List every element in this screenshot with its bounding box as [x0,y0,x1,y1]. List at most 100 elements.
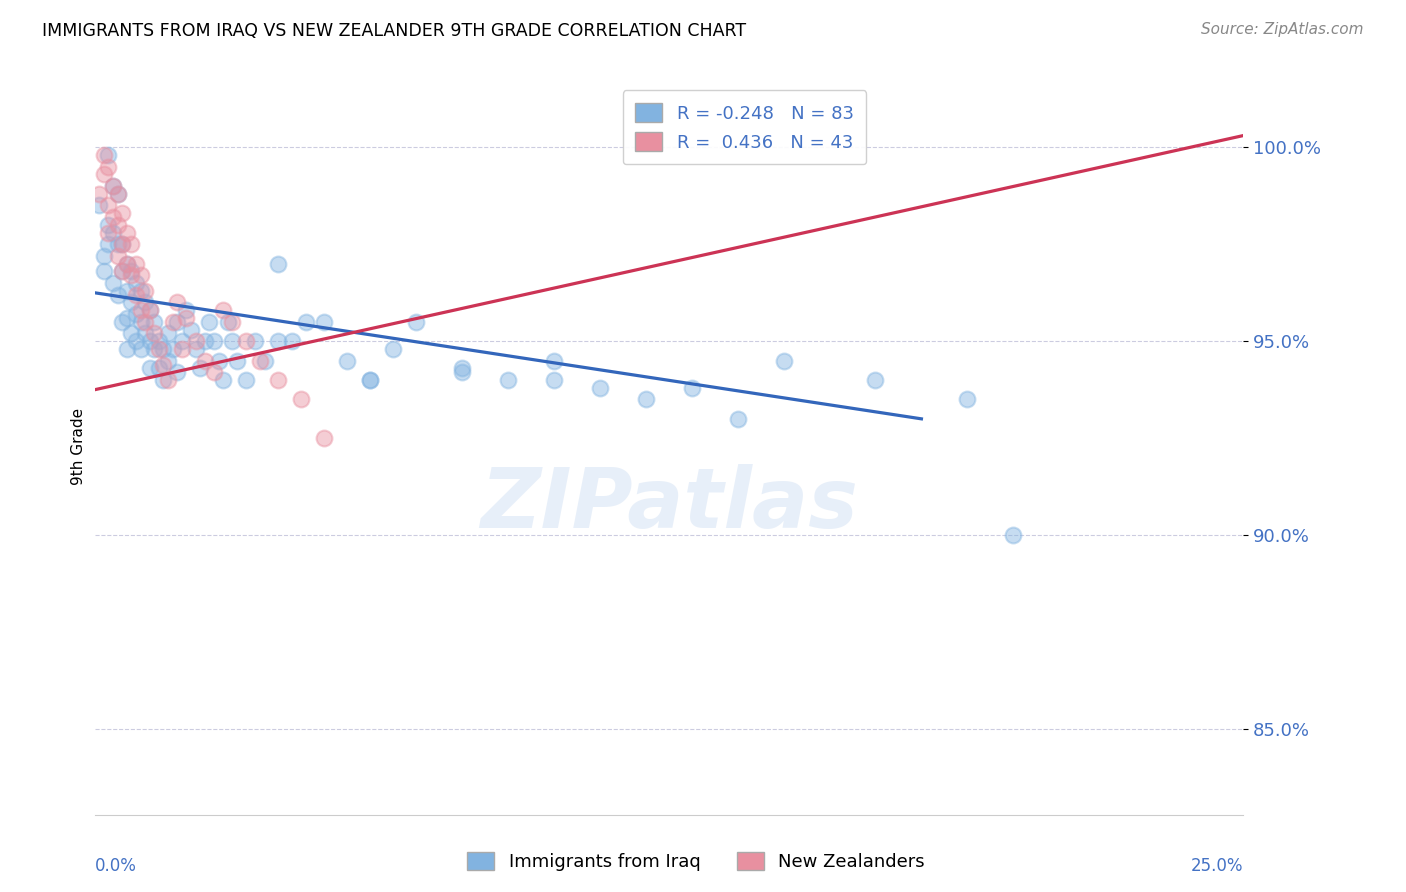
Point [143,326,166,341]
Point [451,365,474,379]
Point [134,315,156,329]
Point [727,412,749,426]
Point [207,353,229,368]
Point [129,315,152,329]
Point [148,361,170,376]
Point [188,361,211,376]
Point [235,373,257,387]
Point [170,334,193,349]
Point [212,373,235,387]
Point [166,365,188,379]
Point [235,334,257,349]
Point [295,315,318,329]
Point [152,342,174,356]
Text: ZIPatlas: ZIPatlas [479,465,858,546]
Point [249,353,271,368]
Y-axis label: 9th Grade: 9th Grade [72,408,86,484]
Point [120,326,142,341]
Point [267,373,290,387]
Point [267,257,290,271]
Point [202,365,225,379]
Point [125,334,148,349]
Point [120,237,142,252]
Point [93,249,115,263]
Point [382,342,405,356]
Point [176,303,198,318]
Point [314,315,336,329]
Point [157,326,180,341]
Point [281,334,304,349]
Point [89,198,111,212]
Text: IMMIGRANTS FROM IRAQ VS NEW ZEALANDER 9TH GRADE CORRELATION CHART: IMMIGRANTS FROM IRAQ VS NEW ZEALANDER 9T… [42,22,747,40]
Point [166,295,188,310]
Point [198,315,221,329]
Point [543,353,565,368]
Point [772,353,794,368]
Point [865,373,887,387]
Point [157,353,180,368]
Point [134,284,156,298]
Text: 25.0%: 25.0% [1191,857,1243,875]
Point [107,249,129,263]
Legend: Immigrants from Iraq, New Zealanders: Immigrants from Iraq, New Zealanders [460,845,932,879]
Point [125,276,148,290]
Point [336,353,359,368]
Point [101,276,124,290]
Point [115,342,138,356]
Point [129,284,152,298]
Point [267,334,290,349]
Point [107,186,129,201]
Point [129,303,152,318]
Point [93,168,115,182]
Point [93,148,115,162]
Point [97,160,120,174]
Point [111,315,134,329]
Point [97,218,120,232]
Point [212,303,235,318]
Point [134,295,156,310]
Point [125,307,148,321]
Point [184,334,207,349]
Point [107,218,129,232]
Point [221,334,243,349]
Point [148,334,170,349]
Point [111,264,134,278]
Point [162,315,184,329]
Point [129,268,152,283]
Point [115,226,138,240]
Point [120,268,142,283]
Point [162,342,184,356]
Point [89,186,111,201]
Point [496,373,519,387]
Point [956,392,979,407]
Point [129,342,152,356]
Point [681,381,703,395]
Point [107,186,129,201]
Point [120,264,142,278]
Point [143,342,166,356]
Point [152,373,174,387]
Point [97,237,120,252]
Point [107,237,129,252]
Point [101,179,124,194]
Point [101,179,124,194]
Point [97,148,120,162]
Point [111,264,134,278]
Point [97,226,120,240]
Point [125,257,148,271]
Point [152,358,174,372]
Point [359,373,381,387]
Point [125,287,148,301]
Point [217,315,239,329]
Point [359,373,381,387]
Point [176,310,198,325]
Point [451,361,474,376]
Legend: R = -0.248   N = 83, R =  0.436   N = 43: R = -0.248 N = 83, R = 0.436 N = 43 [623,90,866,164]
Point [97,198,120,212]
Point [405,315,427,329]
Point [138,334,160,349]
Point [115,257,138,271]
Point [194,353,217,368]
Point [143,315,166,329]
Point [138,361,160,376]
